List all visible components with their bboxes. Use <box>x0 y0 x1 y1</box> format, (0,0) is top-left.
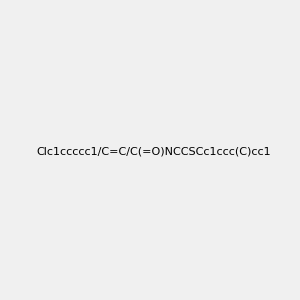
Text: Clc1ccccc1/C=C/C(=O)NCCSCc1ccc(C)cc1: Clc1ccccc1/C=C/C(=O)NCCSCc1ccc(C)cc1 <box>36 146 271 157</box>
